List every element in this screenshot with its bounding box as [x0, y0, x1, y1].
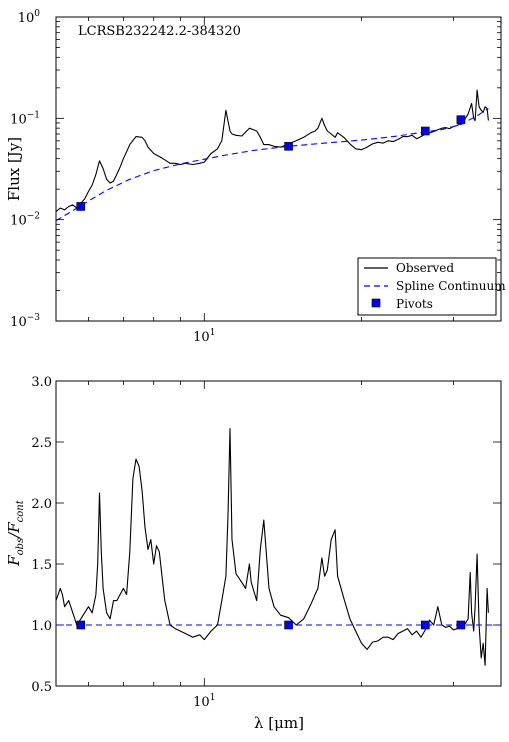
y-tick-label: 3.0 — [31, 375, 52, 390]
pivot-point — [76, 620, 86, 630]
y-tick-label: 10−2 — [10, 212, 40, 229]
pivot-point — [76, 202, 86, 211]
y-tick-label: 2.5 — [31, 436, 52, 451]
y-tick-label: 100 — [18, 9, 41, 26]
legend-observed-label: Observed — [396, 261, 454, 275]
legend-pivots-swatch — [371, 298, 381, 308]
spline-continuum-line — [56, 108, 489, 222]
ratio-y-axis-label: Fobs/Fcont — [5, 499, 26, 567]
y-tick-label: 2.0 — [31, 497, 52, 512]
legend-pivots-label: Pivots — [396, 297, 433, 311]
pivot-point — [284, 141, 293, 151]
flux-y-axis-label: Flux [Jy] — [5, 137, 23, 201]
legend-spline-label: Spline Continuum — [396, 279, 506, 293]
x-tick-label: 101 — [193, 693, 215, 710]
y-tick-label: 10−1 — [10, 110, 40, 127]
y-tick-label: 10−3 — [10, 313, 40, 330]
flux-ticks: 101 10−3 10−2 10−1 100 — [10, 9, 501, 345]
pivot-point — [456, 620, 466, 630]
y-tick-label: 1.5 — [31, 558, 52, 573]
y-tick-label: 1.0 — [31, 619, 52, 634]
ratio-panel: 101 0.5 1.0 1.5 2.0 2.5 3.0 Fobs/Fcont λ [μm] — [5, 375, 502, 732]
flux-series — [56, 89, 489, 222]
legend: Observed Spline Continuum Pivots — [357, 257, 506, 316]
pivot-point — [456, 115, 466, 124]
wavelength-axis-label: λ [μm] — [254, 714, 304, 732]
ratio-plot-frame — [55, 380, 502, 687]
observed-spectrum-line — [56, 428, 489, 666]
pivot-point — [284, 620, 293, 630]
x-tick-label: 101 — [193, 328, 215, 345]
object-name-label: LCRSB232242.2-384320 — [78, 24, 241, 39]
ratio-series — [56, 428, 501, 666]
y-tick-label: 0.5 — [31, 680, 52, 695]
pivot-point — [421, 126, 430, 136]
pivot-point — [421, 620, 430, 630]
